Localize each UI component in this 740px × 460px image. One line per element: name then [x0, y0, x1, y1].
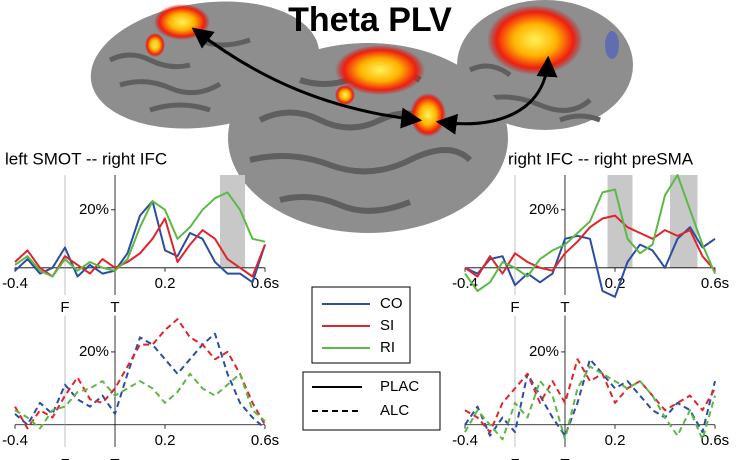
y-tick-label: 20%: [79, 343, 109, 360]
legend-label: CO: [380, 295, 403, 312]
activation: [145, 33, 165, 57]
legend-label: SI: [380, 317, 394, 334]
connection-arrow: [191, 27, 423, 129]
x-tick-label: -0.4: [452, 275, 478, 292]
deactivation: [605, 31, 619, 59]
brain-images: [90, 0, 633, 233]
x-tick-label: 0.2: [605, 432, 626, 449]
line-chart: F T -0.4 0.2 0.6s 20% left SMOT -- right IFC: [2, 149, 279, 315]
series-line: [464, 214, 716, 278]
event-label: T: [110, 456, 119, 460]
x-tick-label: 0.2: [155, 432, 176, 449]
line-chart: F T -0.4 0.2 0.6s 20%: [2, 315, 279, 460]
x-tick-label: 0.6s: [251, 432, 279, 449]
activation: [410, 93, 446, 137]
x-tick-label: -0.4: [452, 432, 478, 449]
event-label: T: [560, 299, 569, 316]
sulci: [108, 37, 251, 113]
y-tick-label: 20%: [529, 201, 559, 218]
series-line: [14, 318, 266, 430]
line-chart: F T -0.4 0.2 0.6s 20%: [452, 315, 729, 460]
y-tick-label: 20%: [529, 343, 559, 360]
y-tick-label: 20%: [79, 201, 109, 218]
legend-label: PLAC: [380, 378, 419, 395]
activation: [335, 85, 355, 105]
chart-title: right IFC -- right preSMA: [508, 149, 694, 168]
event-label: F: [510, 299, 519, 316]
figure-title: Theta PLV: [288, 1, 452, 39]
connection-arrow: [435, 55, 558, 135]
series-line: [14, 372, 266, 430]
series-line: [14, 200, 266, 284]
series-line: [464, 358, 716, 437]
x-tick-label: 0.6s: [701, 275, 729, 292]
chart-title: left SMOT -- right IFC: [5, 149, 167, 168]
x-tick-label: -0.4: [2, 275, 28, 292]
series-line: [464, 358, 716, 434]
event-label: T: [110, 299, 119, 316]
legend-box: [302, 371, 441, 431]
series-line: [14, 191, 266, 278]
legend: CO SI RI PLAC ALC: [302, 286, 441, 431]
event-label: T: [560, 456, 569, 460]
series-line: [464, 365, 716, 441]
activation: [487, 5, 583, 75]
x-tick-label: -0.4: [2, 432, 28, 449]
x-tick-label: 0.6s: [701, 432, 729, 449]
legend-label: ALC: [380, 402, 409, 419]
x-tick-label: 0.2: [605, 275, 626, 292]
line-chart: F T -0.4 0.2 0.6s 20% right IFC -- right preSM…: [452, 149, 729, 315]
x-tick-label: 0.2: [155, 275, 176, 292]
legend-label: RI: [380, 339, 395, 356]
series-line: [14, 332, 266, 430]
event-label: F: [60, 456, 69, 460]
x-tick-label: 0.6s: [251, 275, 279, 292]
event-label: F: [60, 299, 69, 316]
event-label: F: [510, 456, 519, 460]
series-line: [464, 174, 716, 292]
